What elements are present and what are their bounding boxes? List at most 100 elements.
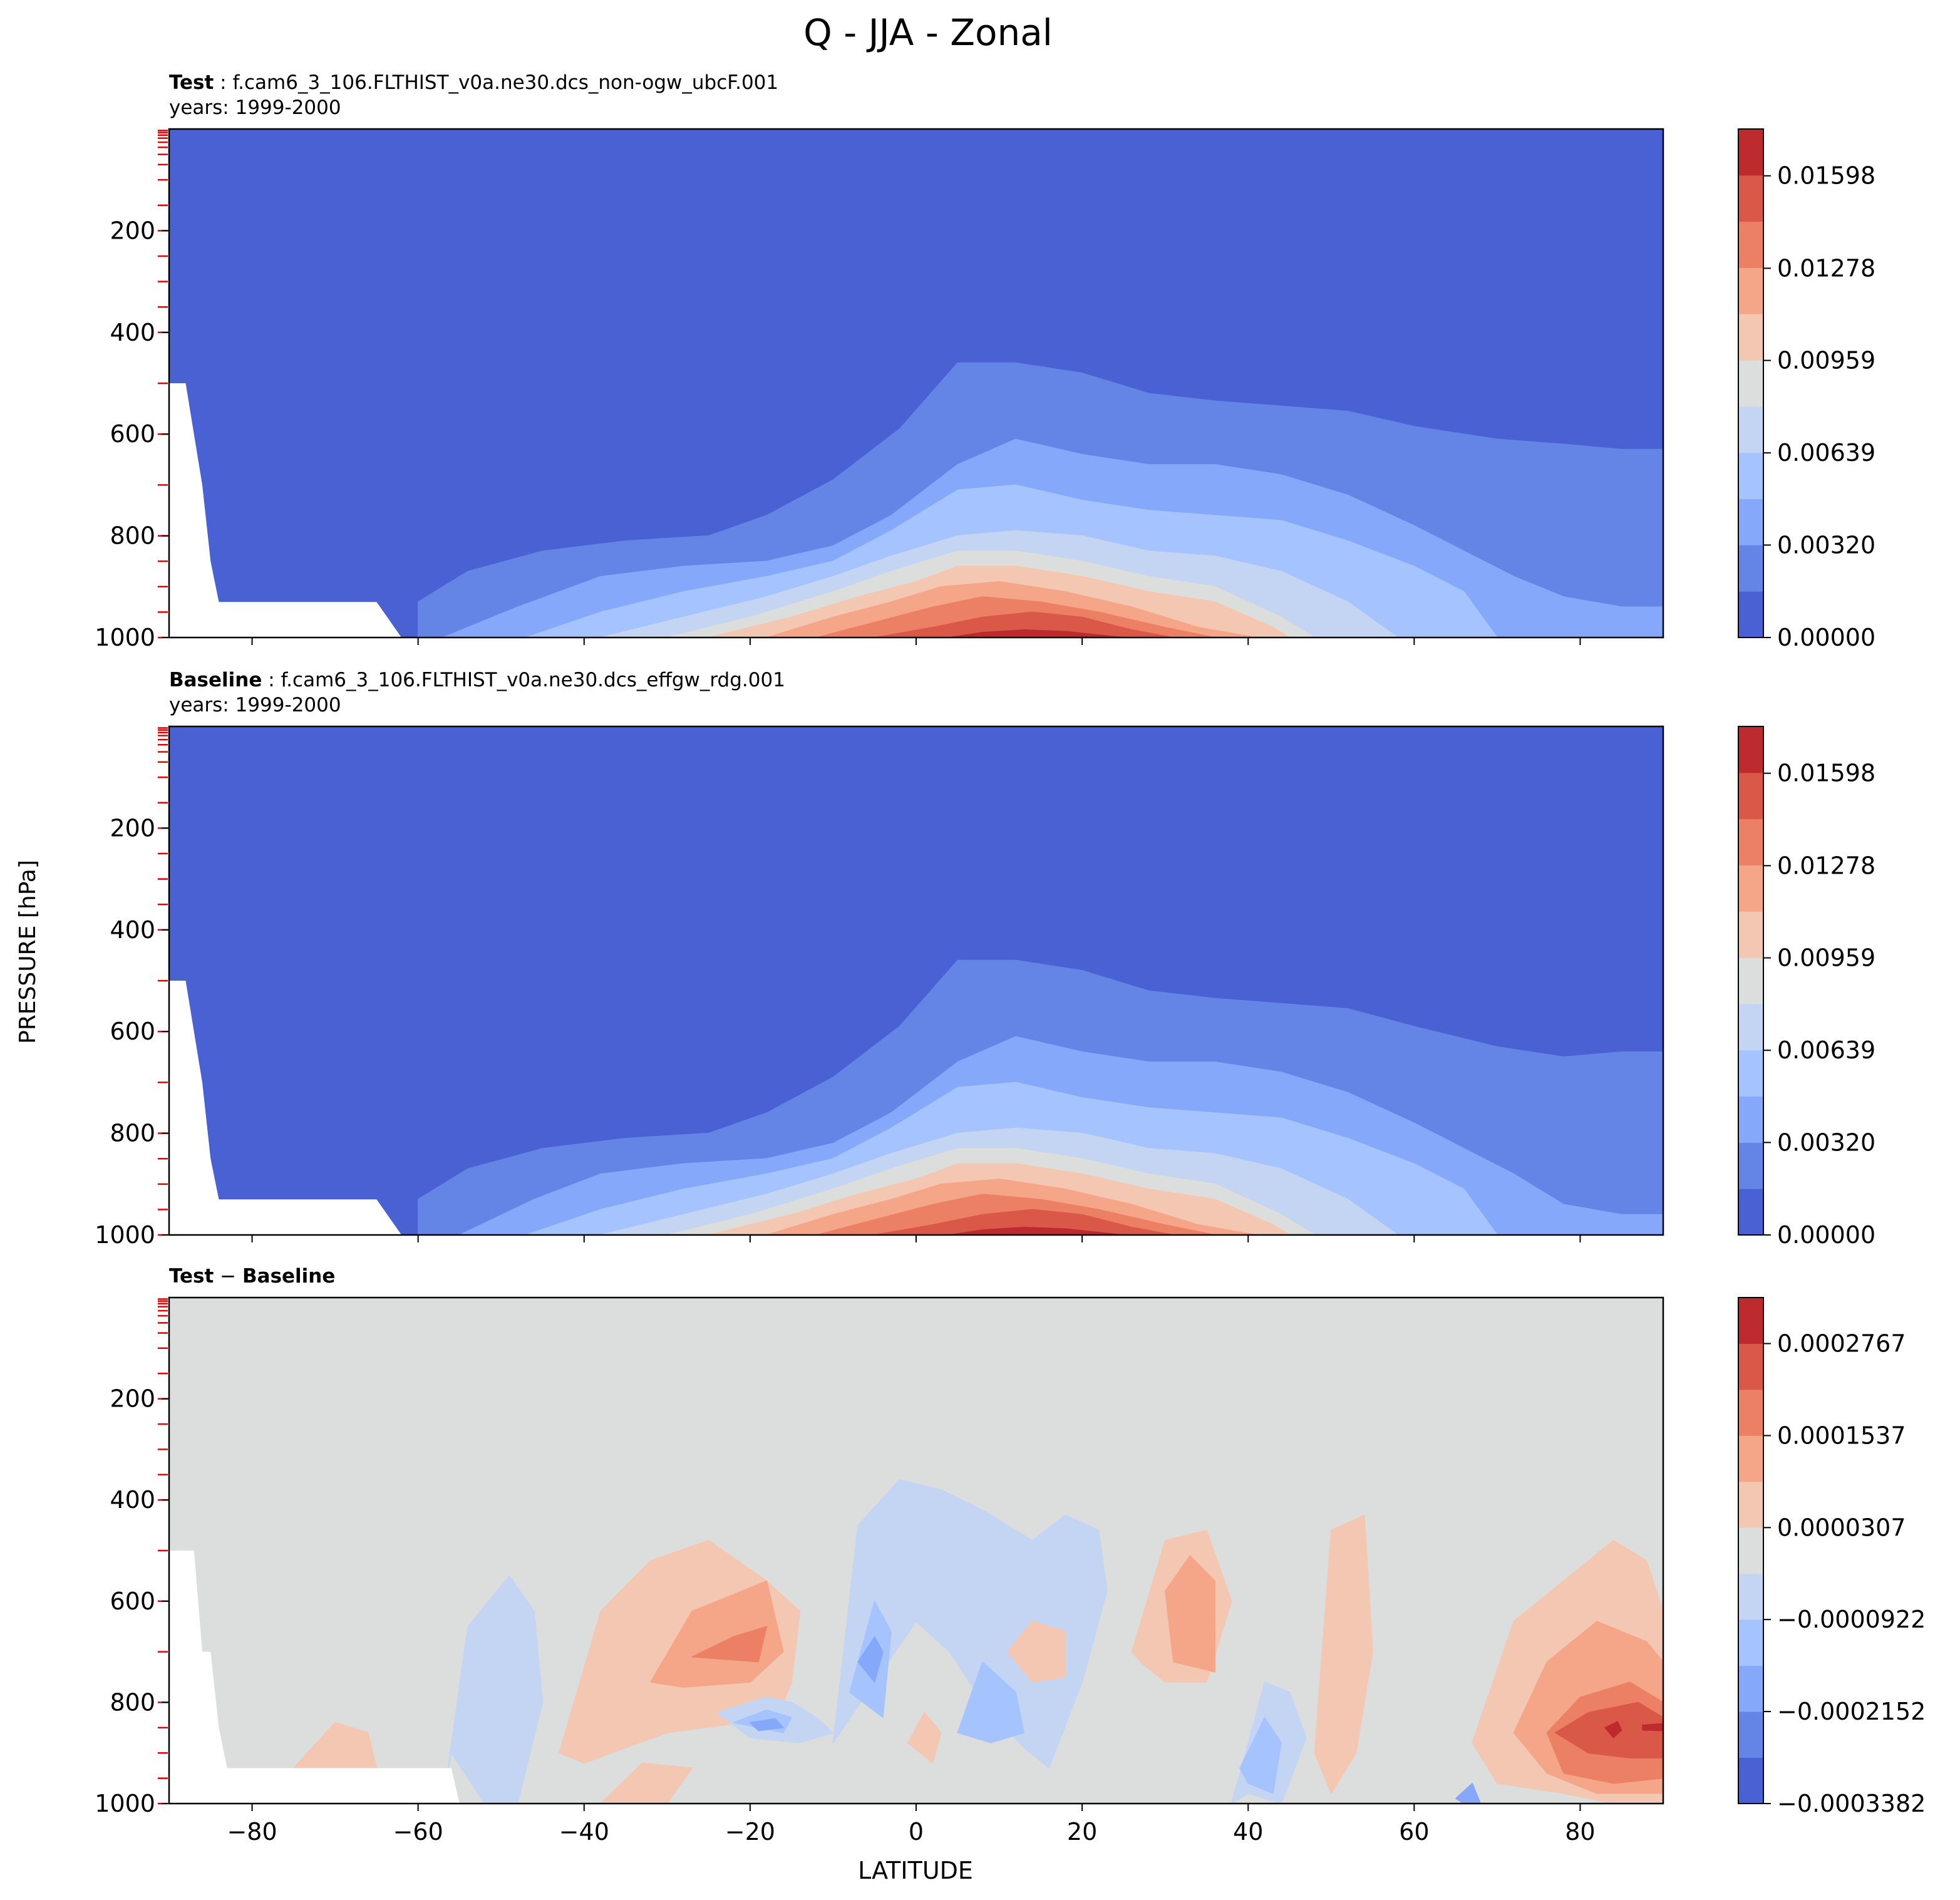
colorbar: 0.00000 0.00320 0.00639 0.00959 0.01278 0.015… (1738, 726, 1875, 1249)
colorbar-segment-4 (1738, 1003, 1763, 1051)
y-tick-label-1: 400 (110, 1486, 155, 1514)
colorbar-segment-4 (1738, 406, 1763, 453)
y-tick-label-1: 400 (110, 916, 155, 944)
contour-fills (169, 129, 1663, 638)
colorbar-tick-label-1: 0.00320 (1777, 531, 1875, 559)
y-tick-label-1: 400 (110, 319, 155, 346)
contour-fill-level-9 (874, 1209, 1174, 1235)
colorbar-segment-0 (1738, 1189, 1763, 1236)
missing-data-mask (169, 383, 402, 638)
colorbar-segment-0 (1738, 1757, 1763, 1804)
contour-blob-11 (857, 1636, 884, 1683)
panel-label-text: : f.cam6_3_106.FLTHIST_v0a.ne30.dcs_non-… (214, 71, 778, 94)
colorbar-tick-label-2: 0.00639 (1777, 439, 1875, 467)
colorbar-tick-label-0: 0.00000 (1777, 624, 1875, 651)
contour-blob-5 (691, 1626, 768, 1663)
colorbar-segment-4 (1738, 1573, 1763, 1620)
colorbar-segment-5 (1738, 1527, 1763, 1574)
y-tick-label-3: 800 (110, 1688, 155, 1716)
colorbar-segment-2 (1738, 1665, 1763, 1712)
colorbar-frame (1738, 128, 1764, 638)
x-tick-label-2: −40 (559, 1818, 609, 1846)
colorbar-tick-label-1: 0.00320 (1777, 1128, 1875, 1156)
colorbar-segment-5 (1738, 958, 1763, 1004)
colorbar: −0.0003382 −0.0002152 −0.0000922 0.0000307 0… (1738, 1297, 1926, 1817)
x-tick-label-8: 80 (1565, 1818, 1595, 1846)
colorbar-tick-label-4: 0.01278 (1777, 254, 1875, 282)
missing-data-mask (169, 981, 402, 1235)
colorbar-tick-label-3: 0.00959 (1777, 347, 1875, 374)
y-tick-label-0: 200 (110, 217, 155, 244)
y-tick-label-4: 1000 (95, 624, 155, 651)
contour-blob-19 (1314, 1514, 1373, 1794)
y-tick-label-4: 1000 (95, 1221, 155, 1249)
x-tick-label-6: 40 (1233, 1818, 1263, 1846)
panel-label-bold: Baseline (169, 669, 262, 691)
colorbar-frame (1738, 1297, 1764, 1804)
panel-label-bold: Test (169, 1265, 214, 1288)
contour-plot (168, 725, 1664, 1236)
colorbar-tick-label-5: 0.0002767 (1777, 1329, 1906, 1357)
colorbar-segment-7 (1738, 865, 1763, 912)
shared-y-axis-label: PRESSURE [hPa] (15, 860, 41, 1044)
x-tick-label-3: −20 (725, 1818, 775, 1846)
axis-ticks: 200 400 600 800 1000 (95, 727, 1581, 1249)
colorbar-segment-0 (1738, 591, 1763, 638)
colorbar-segment-10 (1738, 726, 1763, 773)
colorbar-tick-label-1: −0.0002152 (1777, 1698, 1926, 1725)
colorbar-segment-9 (1738, 175, 1763, 222)
contour-blob-24 (1604, 1721, 1622, 1738)
colorbar-segment-9 (1738, 772, 1763, 820)
y-tick-label-3: 800 (110, 522, 155, 550)
contour-blob-8 (750, 1718, 784, 1732)
x-tick-label-0: −80 (227, 1818, 277, 1846)
colorbar-segment-3 (1738, 1619, 1763, 1666)
colorbar-segment-7 (1738, 1435, 1763, 1482)
test-panel: Test : f.cam6_3_106.FLTHIST_v0a.ne30.dcs… (95, 71, 1875, 651)
colorbar-frame (1738, 726, 1764, 1236)
panel-label-bold: Test (169, 71, 214, 94)
y-tick-label-2: 600 (110, 1588, 155, 1615)
colorbar-tick-label-3: 0.0000307 (1777, 1514, 1906, 1541)
contour-blob-3 (600, 1762, 693, 1804)
baseline-panel: Baseline : f.cam6_3_106.FLTHIST_v0a.ne30… (95, 669, 1875, 1249)
panel-years: years: 1999-2000 (169, 96, 341, 119)
colorbar-segment-8 (1738, 1389, 1763, 1436)
contour-blob-18 (1239, 1717, 1282, 1794)
colorbar-segment-3 (1738, 1050, 1763, 1097)
colorbar-tick-label-2: −0.0000922 (1777, 1606, 1926, 1633)
colorbar: 0.00000 0.00320 0.00639 0.00959 0.01278 0.015… (1738, 128, 1875, 651)
y-tick-label-0: 200 (110, 1385, 155, 1413)
axis-ticks: 200 400 600 800 1000 (95, 130, 1581, 651)
figure-title: Q - JJA - Zonal (803, 11, 1053, 54)
colorbar-tick-label-4: 0.0001537 (1777, 1422, 1906, 1449)
y-tick-label-2: 600 (110, 420, 155, 448)
contour-fill-level-9 (874, 611, 1174, 638)
contour-fill-level-10 (949, 629, 1125, 638)
y-tick-label-0: 200 (110, 814, 155, 842)
panel-label-bold2: Baseline (242, 1265, 335, 1288)
contour-blob-26 (1455, 1782, 1482, 1804)
colorbar-tick-label-3: 0.00959 (1777, 944, 1875, 972)
colorbar-segment-3 (1738, 452, 1763, 500)
shared-x-axis-label: LATITUDE (858, 1857, 973, 1884)
contour-fills (169, 1298, 1663, 1804)
contour-plot (168, 128, 1664, 639)
panel-header: Test : f.cam6_3_106.FLTHIST_v0a.ne30.dcs… (169, 71, 778, 94)
contour-blob-12 (957, 1661, 1025, 1743)
contour-blob-16 (1164, 1555, 1215, 1673)
contour-blob-25 (1642, 1723, 1663, 1732)
colorbar-segment-6 (1738, 314, 1763, 361)
colorbar-tick-label-2: 0.00639 (1777, 1036, 1875, 1064)
contour-blob-0 (442, 1575, 544, 1804)
colorbar-segment-5 (1738, 360, 1763, 407)
contour-blob-9 (832, 1479, 1108, 1769)
colorbar-segment-1 (1738, 545, 1763, 592)
colorbar-tick-label-0: 0.00000 (1777, 1221, 1875, 1249)
panel-header: Baseline : f.cam6_3_106.FLTHIST_v0a.ne30… (169, 669, 785, 691)
axis-ticks: 200 400 600 800 1000 −80 −60 −40 −20 0 20 40 60 80 (95, 1298, 1596, 1846)
panel-header: Test − Baseline (169, 1265, 335, 1288)
x-tick-label-5: 20 (1067, 1818, 1097, 1846)
